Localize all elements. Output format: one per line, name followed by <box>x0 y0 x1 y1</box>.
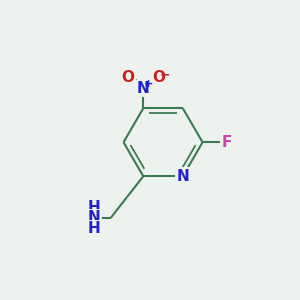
Text: +: + <box>144 79 153 88</box>
Text: −: − <box>160 68 170 81</box>
Text: N: N <box>176 169 189 184</box>
Text: O: O <box>152 70 165 86</box>
Text: F: F <box>221 135 232 150</box>
Text: O: O <box>122 70 135 86</box>
Text: N: N <box>88 210 101 225</box>
Text: N: N <box>137 81 150 96</box>
Text: H: H <box>88 221 101 236</box>
Text: H: H <box>88 200 101 215</box>
